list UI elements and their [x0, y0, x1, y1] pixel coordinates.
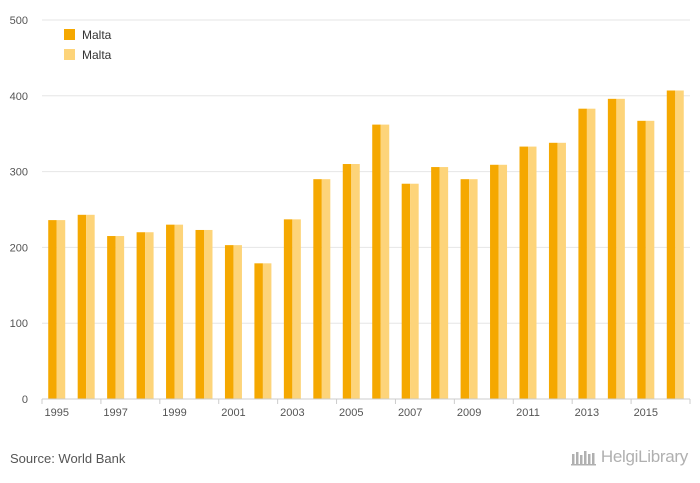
- bar: [313, 179, 322, 399]
- bar: [283, 219, 293, 399]
- x-tick-label: 2011: [516, 407, 540, 419]
- x-axis: 1995 1997 1999 2001 2003 2005 2007 2009 2011 2013…: [41, 398, 691, 419]
- bar: [460, 179, 470, 399]
- brand-name: HelgiLibrary: [600, 447, 688, 466]
- bar: [548, 142, 558, 399]
- source-note: Source: World Bank: [10, 451, 126, 466]
- legend-swatch: [64, 29, 75, 40]
- bars: [48, 90, 684, 400]
- bar: [498, 164, 508, 399]
- y-tick-label: 500: [10, 15, 28, 27]
- x-tick-label: 2003: [280, 407, 304, 419]
- bar: [254, 263, 263, 399]
- bar: [586, 108, 596, 399]
- bar: [351, 164, 360, 399]
- bar: [262, 263, 272, 399]
- bar: [195, 229, 204, 399]
- bar: [431, 167, 440, 399]
- bar: [174, 224, 184, 399]
- legend: Malta Malta: [64, 28, 112, 62]
- bar: [401, 183, 411, 399]
- x-tick-label: 2007: [398, 407, 422, 419]
- legend-swatch: [64, 49, 75, 60]
- bar: [48, 220, 57, 399]
- bar: [380, 124, 390, 399]
- y-axis: 0 100 200 300 400 500: [10, 15, 28, 406]
- x-tick-label: 2015: [634, 407, 658, 419]
- bar: [528, 146, 537, 399]
- bar: [342, 164, 352, 399]
- bar: [410, 183, 419, 399]
- legend-label: Malta: [82, 28, 112, 42]
- brand-logo: HelgiLibrary: [570, 447, 688, 467]
- bar: [292, 219, 301, 399]
- bar: [557, 142, 566, 399]
- x-tick-label: 2005: [339, 407, 363, 419]
- x-tick-label: 2013: [575, 407, 599, 419]
- bar: [616, 98, 625, 399]
- legend-label: Malta: [82, 48, 112, 62]
- bar: [115, 236, 125, 399]
- y-tick-label: 300: [10, 167, 28, 179]
- y-tick-label: 200: [10, 242, 28, 254]
- bar: [578, 108, 587, 399]
- y-tick-label: 400: [10, 91, 28, 103]
- y-tick-label: 0: [22, 394, 28, 406]
- bar: [136, 232, 146, 399]
- x-tick-label: 1995: [44, 407, 68, 419]
- bar: [519, 146, 528, 399]
- bar: [86, 214, 95, 399]
- x-tick-label: 2009: [457, 407, 481, 419]
- bar: [372, 124, 381, 399]
- bar: [675, 90, 684, 399]
- bar-chart: 0 100 200 300 400 500 1995 1997 1999 2001 2003 200…: [10, 15, 691, 419]
- bar: [77, 214, 87, 399]
- bar: [145, 232, 154, 399]
- bar: [224, 245, 234, 399]
- y-tick-label: 100: [10, 318, 28, 330]
- bar: [321, 179, 331, 399]
- bar: [166, 224, 175, 399]
- bar: [56, 220, 66, 399]
- bar: [490, 164, 499, 399]
- bar: [204, 229, 213, 399]
- bar: [607, 98, 617, 399]
- bar: [439, 167, 449, 399]
- x-tick-label: 2001: [221, 407, 245, 419]
- x-tick-label: 1997: [103, 407, 127, 419]
- library-logo-icon: [570, 451, 596, 466]
- bar: [666, 90, 676, 399]
- bar: [637, 120, 646, 400]
- bar: [645, 120, 655, 400]
- bar: [233, 245, 242, 399]
- bar: [469, 179, 478, 399]
- x-tick-label: 1999: [162, 407, 186, 419]
- bar: [107, 236, 116, 399]
